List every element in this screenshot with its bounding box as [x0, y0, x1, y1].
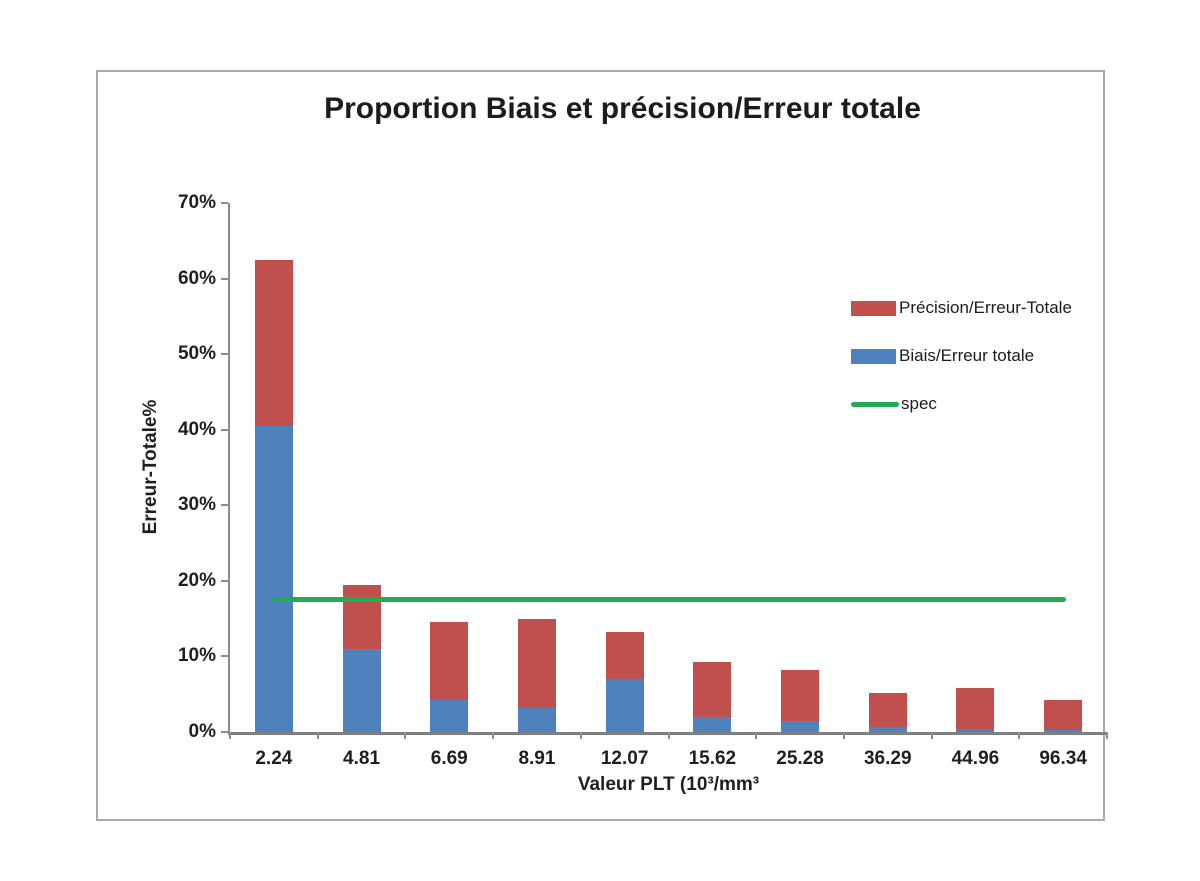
x-axis-tick	[579, 732, 582, 739]
bar-segment-biais	[605, 679, 644, 732]
y-axis-tick-label: 50%	[177, 343, 216, 365]
legend-line-swatch	[851, 401, 899, 407]
spec-line	[270, 597, 1067, 603]
y-axis-tick	[221, 428, 228, 431]
y-axis-line	[228, 203, 230, 732]
x-axis-tick-label: 12.07	[600, 748, 649, 769]
x-axis-tick-label: 15.62	[688, 748, 737, 769]
y-axis-tick	[221, 731, 228, 733]
chart-title: Proportion Biais et précision/Erreur tot…	[324, 92, 921, 125]
y-axis-tick-label: 70%	[177, 192, 216, 213]
y-axis-tick	[221, 579, 228, 582]
bar-segment-biais	[342, 648, 381, 732]
bar-segment-precision	[868, 693, 907, 728]
legend-item: Précision/Erreur-Totale	[851, 298, 1103, 318]
y-axis-tick-label: 0%	[188, 721, 216, 742]
x-axis-tick	[1018, 732, 1021, 739]
legend-color-swatch	[851, 300, 896, 316]
bar-segment-precision	[605, 631, 644, 680]
bar-segment-precision	[1044, 699, 1083, 730]
x-axis-tick-label: 6.69	[430, 748, 468, 769]
y-axis-tick	[221, 655, 228, 658]
bar-segment-biais	[693, 716, 732, 732]
x-axis-tick-label: 2.24	[255, 748, 293, 769]
y-axis-tick-label: 30%	[177, 494, 216, 516]
bar-segment-precision	[693, 662, 732, 717]
x-axis-tick	[1106, 732, 1108, 739]
x-axis-tick-label: 4.81	[343, 748, 381, 769]
bar-segment-biais	[517, 707, 556, 732]
y-axis-tick	[221, 277, 228, 280]
x-axis-tick-label: 36.29	[863, 748, 912, 769]
bar-segment-biais	[430, 700, 469, 732]
x-axis-tick-label: 44.96	[951, 748, 1000, 769]
x-axis-tick	[316, 732, 319, 739]
bar-segment-biais	[1044, 729, 1083, 732]
x-axis-tick	[404, 732, 407, 739]
legend-color-swatch	[851, 348, 896, 364]
legend-item: spec	[851, 394, 1103, 414]
x-axis-tick	[492, 732, 495, 739]
x-axis-tick-label: 96.34	[1039, 748, 1087, 769]
y-axis-tick-label: 60%	[177, 267, 216, 289]
bar-segment-precision	[342, 584, 381, 649]
legend-label: Précision/Erreur-Totale	[899, 298, 1072, 317]
y-axis-title: Erreur-Totale%	[140, 399, 161, 535]
plot-area: 0% 10% 20% 30% 40% 50% 60% 70% 2.24 4.81 6.69 8.91 1…	[178, 192, 1108, 769]
bar-segment-biais	[868, 727, 907, 732]
x-axis-tick	[667, 732, 670, 739]
y-axis-tick	[221, 353, 228, 356]
x-axis-tick	[842, 732, 845, 739]
y-axis-tick-label: 20%	[177, 569, 216, 591]
legend-label: Biais/Erreur totale	[899, 346, 1035, 365]
chart-container: Proportion Biais et précision/Erreur tot…	[96, 70, 1108, 821]
y-axis-tick	[221, 504, 228, 507]
x-axis-tick-label: 25.28	[776, 748, 824, 769]
bar-segment-precision	[254, 259, 293, 426]
legend: Précision/Erreur-Totale Biais/Erreur tota…	[851, 298, 1103, 442]
bar-segment-biais	[956, 728, 995, 732]
legend-item: Biais/Erreur totale	[851, 346, 1103, 366]
bar-segment-precision	[430, 622, 469, 701]
y-axis-tick-label: 40%	[177, 418, 216, 440]
bar-segment-biais	[781, 720, 820, 732]
legend-label: spec	[901, 394, 937, 413]
bar-segment-precision	[956, 688, 995, 729]
y-axis-tick-label: 10%	[177, 645, 216, 667]
x-axis-tick	[930, 732, 933, 739]
x-axis-tick	[229, 732, 231, 739]
x-axis-tick-label: 8.91	[518, 748, 556, 769]
x-axis-title: Valeur PLT (10³/mm³	[577, 774, 760, 795]
bar-segment-precision	[781, 670, 820, 721]
bar-segment-biais	[254, 425, 293, 732]
y-axis-tick	[221, 202, 228, 204]
bar-segment-precision	[517, 619, 556, 708]
x-axis-tick	[755, 732, 758, 739]
